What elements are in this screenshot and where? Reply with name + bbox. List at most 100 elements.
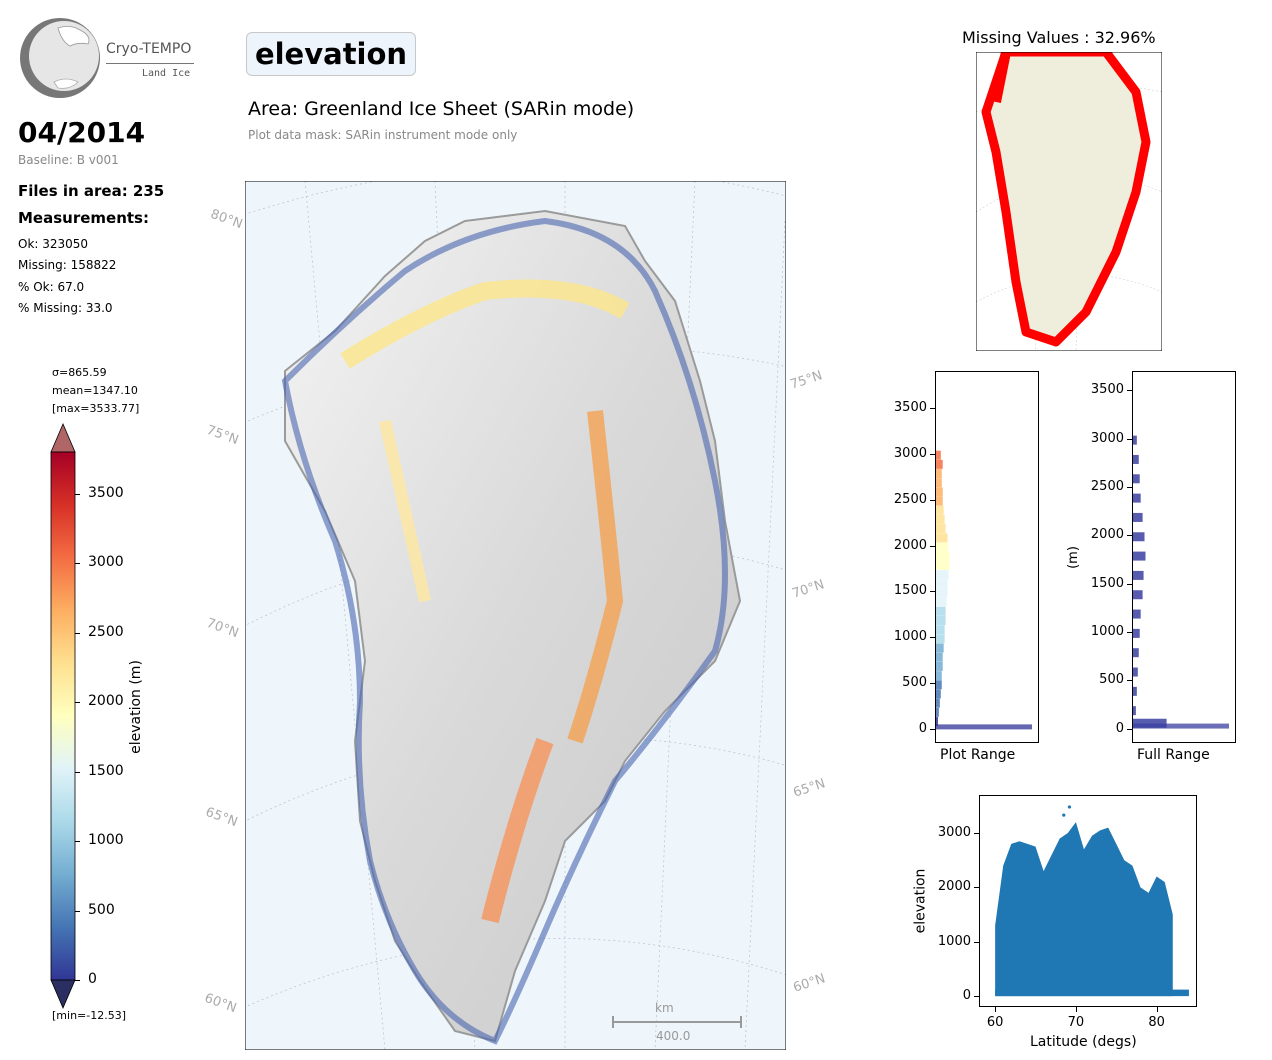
colorbar-tick-mark [75, 841, 80, 843]
colorbar-max: [max=3533.77] [52, 402, 140, 415]
histogram-bar [936, 588, 948, 598]
histogram-bar [936, 450, 941, 460]
histogram-bar [936, 496, 943, 506]
colorbar-max-arrow [50, 422, 76, 453]
histogram-ytick-label: 2500 [893, 491, 927, 507]
histogram-ytick-label: 1000 [893, 629, 927, 645]
histogram-ytick-label: 1500 [893, 583, 927, 599]
histogram-bar [936, 505, 944, 515]
histogram-bar [936, 478, 942, 488]
stat-pct-ok: % Ok: 67.0 [18, 280, 85, 294]
scatter-ytick-label: 0 [962, 988, 971, 1004]
histogram-bar [936, 551, 950, 561]
histogram-bar [1133, 454, 1139, 464]
scatter-ytick-label: 3000 [937, 825, 971, 841]
full-range-label: Full Range [1137, 747, 1210, 763]
colorbar [50, 422, 76, 1010]
histogram-ytick-mark [930, 637, 935, 639]
elevation-latitude-scatter [979, 795, 1197, 1007]
scatter-outlier-point [1062, 813, 1066, 817]
lat-label-right: 60°N [791, 971, 828, 996]
histogram-bar [936, 634, 945, 644]
scatter-outlier-point [1067, 805, 1072, 809]
colorbar-tick-mark [75, 563, 80, 565]
histogram-bar [936, 625, 945, 635]
parameter-badge: elevation [246, 32, 416, 76]
scatter-ytick-mark [974, 887, 979, 889]
colorbar-tick-label: 3000 [88, 554, 124, 571]
scatter-ytick-label: 1000 [937, 933, 971, 949]
histogram-bar [1133, 493, 1141, 503]
scatter-xtick-label: 80 [1148, 1015, 1165, 1030]
mask-note: Plot data mask: SARin instrument mode on… [248, 128, 518, 142]
histogram-ytick-mark [1127, 390, 1132, 392]
histogram-bar [1133, 512, 1143, 522]
histogram-bar [1133, 609, 1141, 619]
histogram-bar [936, 680, 942, 690]
scatter-xlabel: Latitude (degs) [1030, 1034, 1137, 1050]
colorbar-tick-mark [75, 910, 80, 912]
histogram-ytick-label: 500 [902, 675, 927, 691]
histogram-frame [1132, 371, 1236, 743]
histogram-bar [936, 570, 949, 580]
histogram-frame [935, 371, 1039, 743]
scatter-xtick-label: 60 [986, 1015, 1004, 1030]
histogram-ytick-mark [1127, 631, 1132, 633]
histogram-bar [936, 724, 1032, 730]
stat-pct-missing: % Missing: 33.0 [18, 301, 113, 315]
lat-label-left: 70°N [204, 615, 241, 642]
histogram-bar [1133, 648, 1139, 658]
colorbar-tick-label: 1000 [88, 832, 124, 849]
histogram-bar [936, 560, 950, 570]
histogram-bar [1133, 723, 1229, 729]
histogram-bar [936, 717, 938, 727]
colorbar-tick-label: 1500 [88, 762, 124, 779]
stat-missing: Missing: 158822 [18, 258, 117, 272]
area-title: Area: Greenland Ice Sheet (SARin mode) [248, 98, 635, 120]
lat-label-right: 70°N [790, 577, 827, 602]
histogram-bar [936, 542, 949, 552]
histogram-ytick-mark [1127, 535, 1132, 537]
histogram-ytick-label: 2000 [1090, 527, 1124, 543]
full-range-histogram [1132, 371, 1236, 743]
histogram-bar [936, 514, 945, 524]
measurements-heading: Measurements: [18, 209, 149, 227]
histogram-ytick-label: 3500 [1090, 382, 1124, 398]
full-range-ylabel: (m) [1065, 546, 1081, 569]
histogram-ytick-mark [930, 729, 935, 731]
scatter-ytick-mark [974, 941, 979, 943]
missing-values-title: Missing Values : 32.96% [962, 28, 1156, 47]
greenland-elevation-map [245, 181, 786, 1050]
scatter-xtick-mark [1075, 1007, 1077, 1012]
lat-label-left: 60°N [202, 990, 239, 1017]
colorbar-tick-label: 0 [88, 971, 97, 987]
histogram-bar [936, 524, 946, 534]
scalebar-unit: km [655, 1001, 674, 1015]
histogram-bar [936, 533, 948, 543]
histogram-bar [1133, 551, 1146, 561]
lat-label-left: 80°N [208, 206, 245, 233]
histogram-bar [936, 689, 941, 699]
lat-label-left: 65°N [203, 804, 240, 831]
histogram-bar [1133, 706, 1136, 716]
histogram-ytick-label: 2500 [1090, 478, 1124, 494]
histogram-bar [1133, 628, 1140, 638]
baseline-text: Baseline: B v001 [18, 153, 119, 167]
colorbar-tick-mark [75, 493, 80, 495]
missing-values-map [976, 52, 1162, 351]
histogram-bar [936, 579, 948, 589]
histogram-bar [936, 616, 946, 625]
scalebar [612, 1016, 742, 1028]
histogram-ytick-mark [1127, 486, 1132, 488]
histogram-ytick-mark [930, 407, 935, 409]
histogram-ytick-mark [1127, 680, 1132, 682]
histogram-ytick-label: 500 [1099, 672, 1124, 688]
histogram-ytick-label: 3000 [1090, 430, 1124, 446]
lat-label-right: 75°N [788, 368, 825, 393]
histogram-ytick-label: 0 [918, 721, 927, 737]
histogram-bar [936, 597, 947, 607]
histogram-bar [1133, 590, 1143, 600]
histogram-bar [936, 487, 943, 497]
histogram-bar [936, 652, 943, 662]
histogram-ytick-label: 3000 [893, 445, 927, 461]
